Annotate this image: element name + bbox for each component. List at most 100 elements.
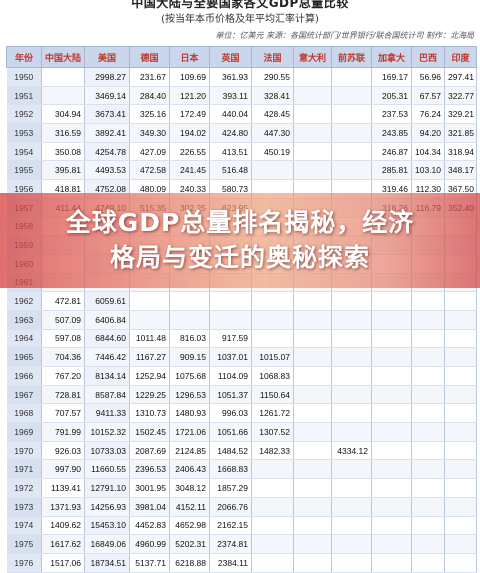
gdp-value-cell: 2162.15 bbox=[209, 516, 252, 536]
gdp-value-cell bbox=[293, 104, 332, 125]
gdp-value-cell: 7446.42 bbox=[84, 347, 130, 367]
gdp-value-cell: 2374.81 bbox=[209, 534, 252, 554]
gdp-value-cell bbox=[444, 497, 477, 517]
gdp-value-cell bbox=[41, 86, 85, 106]
gdp-value-cell bbox=[371, 366, 412, 386]
gdp-value-cell: 4452.83 bbox=[129, 516, 170, 536]
gdp-value-cell bbox=[444, 366, 477, 386]
year-cell: 1962 bbox=[6, 291, 42, 311]
gdp-value-cell: 1075.68 bbox=[169, 366, 210, 386]
year-cell: 1970 bbox=[6, 441, 42, 461]
gdp-value-cell bbox=[444, 422, 477, 442]
gdp-value-cell: 10152.32 bbox=[84, 422, 130, 442]
gdp-value-cell bbox=[411, 441, 445, 461]
gdp-value-cell bbox=[411, 291, 445, 311]
gdp-value-cell bbox=[331, 478, 372, 498]
gdp-value-cell: 3048.12 bbox=[169, 478, 210, 498]
gdp-value-cell: 5202.31 bbox=[169, 534, 210, 554]
gdp-value-cell: 1721.06 bbox=[169, 422, 210, 442]
gdp-value-cell bbox=[169, 310, 210, 330]
table-row: 1969 791.99 10152.32 1502.45 1721.06 1051.66 1… bbox=[6, 422, 477, 442]
gdp-value-cell: 413.51 bbox=[209, 142, 252, 162]
year-cell: 1971 bbox=[6, 459, 42, 480]
gdp-value-cell: 1480.93 bbox=[169, 403, 210, 424]
gdp-value-cell bbox=[331, 86, 372, 106]
gdp-value-cell: 1261.72 bbox=[251, 403, 294, 424]
gdp-value-cell: 728.81 bbox=[41, 385, 85, 405]
gdp-value-cell bbox=[169, 291, 210, 311]
gdp-value-cell bbox=[444, 441, 477, 461]
gdp-value-cell: 507.09 bbox=[41, 310, 85, 330]
gdp-value-cell: 12791.10 bbox=[84, 478, 130, 498]
gdp-value-cell: 1015.07 bbox=[251, 347, 294, 367]
gdp-value-cell bbox=[371, 516, 412, 536]
year-cell: 1969 bbox=[6, 422, 42, 442]
gdp-value-cell: 169.17 bbox=[371, 67, 412, 87]
gdp-value-cell: 76.24 bbox=[411, 104, 445, 125]
banner-headline-line1: 全球GDP总量排名揭秘，经济 bbox=[65, 208, 415, 237]
gdp-value-cell bbox=[293, 142, 332, 162]
gdp-value-cell bbox=[209, 291, 252, 311]
gdp-value-cell bbox=[371, 422, 412, 442]
gdp-value-cell bbox=[251, 534, 294, 554]
gdp-value-cell bbox=[209, 310, 252, 330]
gdp-value-cell: 395.81 bbox=[41, 160, 85, 181]
gdp-value-cell: 361.93 bbox=[209, 67, 252, 87]
gdp-value-cell: 393.11 bbox=[209, 86, 252, 106]
gdp-value-cell: 791.99 bbox=[41, 422, 85, 442]
year-cell: 1954 bbox=[6, 142, 42, 162]
gdp-value-cell: 1037.01 bbox=[209, 347, 252, 367]
gdp-value-cell bbox=[444, 347, 477, 367]
gdp-value-cell: 1252.94 bbox=[129, 366, 170, 386]
gdp-value-cell bbox=[411, 366, 445, 386]
gdp-value-cell: 3981.04 bbox=[129, 497, 170, 517]
gdp-value-cell bbox=[293, 291, 332, 311]
gdp-value-cell bbox=[411, 347, 445, 367]
gdp-value-cell bbox=[331, 534, 372, 554]
gdp-value-cell bbox=[293, 385, 332, 405]
column-header: 意大利 bbox=[293, 46, 332, 68]
page-header: 中国大陆与全要国家各文GDP总量比较 (按当年本币价格及年平均汇率计算) 单位：… bbox=[0, 0, 480, 45]
gdp-value-cell bbox=[411, 478, 445, 498]
gdp-value-cell: 194.02 bbox=[169, 123, 210, 143]
gdp-value-cell bbox=[331, 385, 372, 405]
gdp-value-cell: 428.45 bbox=[251, 104, 294, 125]
table-row: 1971 997.90 11660.55 2396.53 2406.43 1668.83 bbox=[6, 459, 477, 480]
gdp-value-cell: 816.03 bbox=[169, 329, 210, 349]
gdp-value-cell: 2087.69 bbox=[129, 441, 170, 461]
gdp-value-cell: 94.20 bbox=[411, 123, 445, 143]
gdp-value-cell: 304.94 bbox=[41, 104, 85, 125]
gdp-value-cell: 6059.61 bbox=[84, 291, 130, 311]
gdp-value-cell bbox=[411, 329, 445, 349]
gdp-value-cell bbox=[331, 553, 372, 573]
gdp-value-cell: 349.30 bbox=[129, 123, 170, 143]
year-cell: 1964 bbox=[6, 329, 42, 349]
gdp-value-cell: 704.36 bbox=[41, 347, 85, 367]
gdp-value-cell bbox=[293, 422, 332, 442]
table-row: 1976 1517.06 18734.51 5137.71 6218.88 2384.11 bbox=[6, 553, 477, 573]
gdp-value-cell bbox=[293, 553, 332, 573]
gdp-value-cell: 4254.78 bbox=[84, 142, 130, 162]
gdp-value-cell bbox=[293, 403, 332, 424]
gdp-value-cell bbox=[251, 459, 294, 480]
gdp-value-cell: 450.19 bbox=[251, 142, 294, 162]
gdp-value-cell: 472.81 bbox=[41, 291, 85, 311]
gdp-value-cell bbox=[293, 329, 332, 349]
gdp-value-cell: 348.17 bbox=[444, 160, 477, 181]
table-row: 1973 1371.93 14256.93 3981.04 4152.11 2066.76 bbox=[6, 497, 477, 517]
year-cell: 1974 bbox=[6, 516, 42, 536]
gdp-value-cell: 1482.33 bbox=[251, 441, 294, 461]
year-cell: 1965 bbox=[6, 347, 42, 367]
gdp-value-cell bbox=[411, 310, 445, 330]
gdp-value-cell: 109.69 bbox=[169, 67, 210, 87]
gdp-value-cell bbox=[251, 478, 294, 498]
gdp-value-cell bbox=[411, 422, 445, 442]
gdp-value-cell bbox=[293, 347, 332, 367]
table-row: 1955 395.81 4493.53 472.58 241.45 516.48 285.8… bbox=[6, 160, 477, 181]
gdp-value-cell: 4960.99 bbox=[129, 534, 170, 554]
gdp-value-cell bbox=[41, 67, 85, 87]
column-header: 美国 bbox=[84, 46, 130, 68]
gdp-value-cell bbox=[331, 123, 372, 143]
gdp-value-cell: 285.81 bbox=[371, 160, 412, 181]
gdp-value-cell: 14256.93 bbox=[84, 497, 130, 517]
